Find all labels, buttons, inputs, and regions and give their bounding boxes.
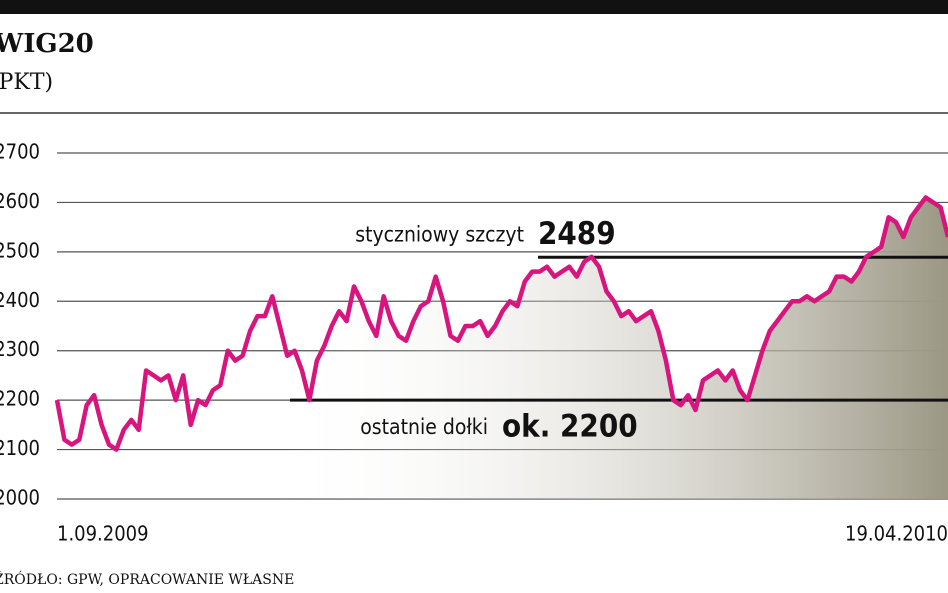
reference-value: ok. 2200 [502,409,638,445]
chart-subtitle: (PKT) [0,70,53,95]
y-tick-label: 2400 [0,288,40,312]
y-tick-label: 2700 [0,140,40,164]
y-tick-label: 2100 [0,436,40,460]
y-tick-label: 2000 [0,486,40,510]
y-tick-label: 2500 [0,238,40,262]
y-tick-label: 2300 [0,337,40,361]
y-tick-label: 2600 [0,189,40,213]
reference-value: 2489 [538,216,616,252]
y-tick-label: 2200 [0,387,40,411]
top-bar [0,0,948,14]
x-tick-label: 19.04.2010 [845,522,948,546]
chart-title: WIG20 [0,29,94,59]
line [54,195,948,452]
reference-label: ostatnie dołki [360,415,488,439]
area [57,197,948,499]
source: ŹRÓDŁO: GPW, OPRACOWANIE WŁASNE [0,570,294,588]
x-tick-label: 1.09.2009 [57,522,149,546]
reference-label: styczniowy szczyt [355,222,524,246]
